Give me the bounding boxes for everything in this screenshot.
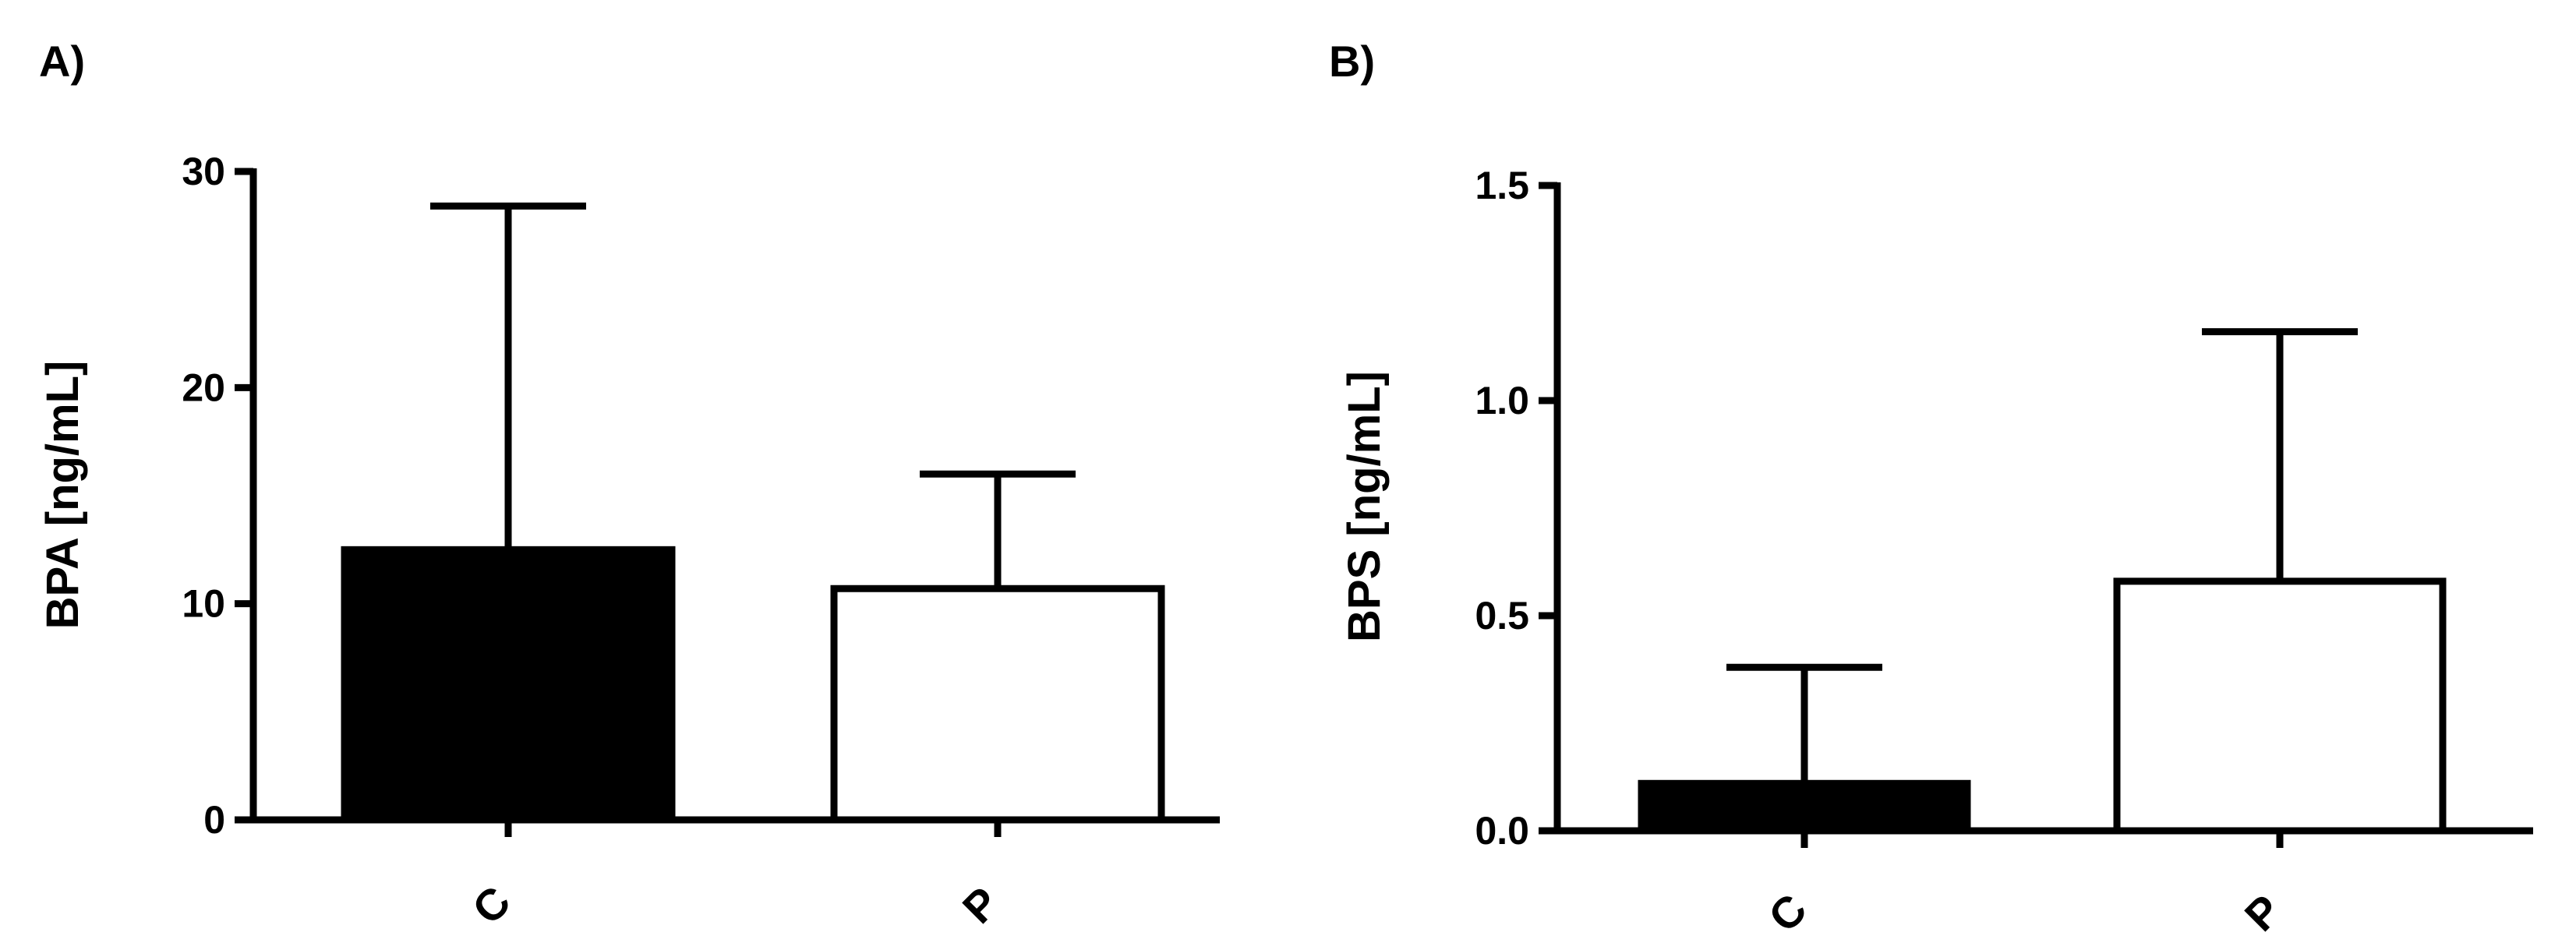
panel-b-y-tick-label: 1.5 [1475, 164, 1529, 207]
panel-b-x-tick-label-p: P [2235, 885, 2291, 941]
panel-a-x-tick-label-p: P [953, 878, 1009, 933]
panel-a-y-tick-label: 10 [182, 582, 225, 626]
panel-b: B) BPS [ng/mL] C P 0.0 0.5 1.0 1.5 [1329, 37, 2533, 941]
panel-b-x-tick-label-c: C [1759, 885, 1816, 941]
panel-a: A) BPA [ng/mL] C P 0 10 20 30 [37, 37, 1220, 934]
panel-a-x-tick-label-c: C [463, 877, 520, 934]
panel-b-label: B) [1329, 37, 1375, 86]
panel-b-y-axis-title: BPS [ng/mL] [1339, 371, 1390, 642]
panel-a-bar-p [830, 585, 1165, 824]
panel-b-y-tick-label: 0.5 [1475, 594, 1529, 637]
panel-a-y-tick-label: 30 [182, 150, 225, 193]
panel-b-bar-c [1638, 779, 1971, 835]
panel-a-y-axis-title: BPA [ng/mL] [37, 361, 88, 630]
panel-b-y-tick-label: 0.0 [1475, 809, 1529, 853]
panel-b-marks [1638, 328, 2447, 835]
panel-a-label: A) [39, 37, 85, 86]
panel-b-bar-p [2113, 577, 2447, 835]
panel-b-y-tick-label: 1.0 [1475, 379, 1529, 422]
panel-a-y-tick-label: 20 [182, 366, 225, 409]
panel-a-y-tick-label: 0 [203, 798, 225, 842]
panel-a-marks [341, 202, 1165, 824]
panel-a-bar-c [341, 546, 676, 824]
